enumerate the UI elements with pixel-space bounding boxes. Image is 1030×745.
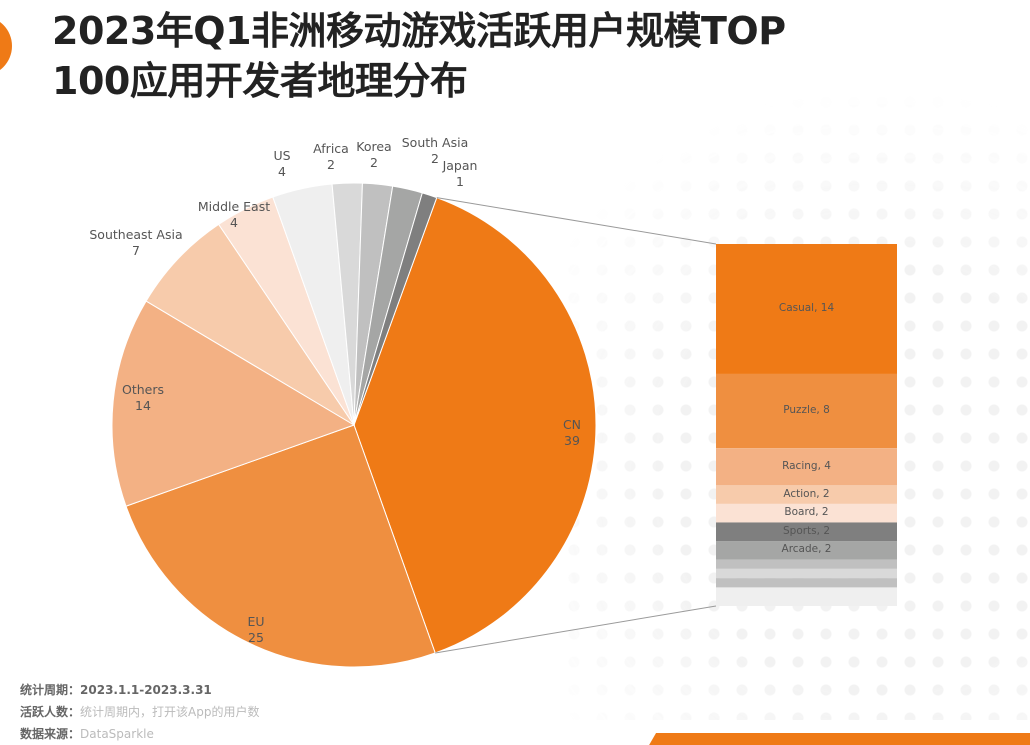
pie-label-name: CN [562,417,582,432]
bar-segment-label: Board, 2 [784,506,829,519]
footer-active: 活跃人数：统计周期内，打开该App的用户数 [20,701,259,723]
bar-segment-arcade [716,541,897,560]
pie-slice-japan [353,192,438,426]
pie-slice-cn [353,196,597,654]
pie-label-value: 1 [456,174,464,189]
pie-label-value: 4 [278,164,286,179]
pie-label: Africa 2 [313,141,349,173]
bar-segment-label: Casual, 14 [778,301,835,314]
bar-segment-sports [716,522,897,542]
connector-line-bottom [435,605,717,654]
pie-label: EU 25 [247,614,264,646]
page-title: 2023年Q1非洲移动游戏活跃用户规模TOP 100应用开发者地理分布 [52,6,786,106]
bar-segment-casual [716,244,897,374]
footer-period: 统计周期：2023.1.1-2023.3.31 [20,679,212,701]
pie-label-name: Others [121,382,165,397]
pie-label: Japan 1 [443,158,478,190]
active-value: 统计周期内，打开该App的用户数 [80,705,260,719]
pie-label-value: 2 [431,151,439,166]
pie-label-value: 4 [230,215,238,230]
pie-label: South Asia 2 [402,135,469,167]
bar-segment-puzzle [716,373,897,449]
pie-label-value: 14 [135,398,151,413]
pie-label-name: Japan [442,158,478,173]
bar-segment-action [716,485,897,504]
footer-source: 数据来源：DataSparkle [20,723,154,745]
pie-slice-eu [125,424,436,668]
bar-segment [716,578,897,588]
pie-label-name: Southeast Asia [89,227,183,242]
bar-segment-racing [716,448,897,486]
source-value: DataSparkle [80,727,154,741]
pie-label-name: South Asia [401,135,469,150]
period-value: 2023.1.1-2023.3.31 [80,683,212,697]
active-key: 活跃人数： [20,705,81,719]
bar-segment-label: Racing, 4 [782,459,831,472]
pie-label-name: Korea [356,139,392,154]
connector-line-top [436,197,717,245]
period-key: 统计周期： [20,683,81,697]
pie-label-name: Middle East [197,199,271,214]
pie-label-value: 7 [132,243,140,258]
pie-label: Middle East 4 [198,199,270,231]
pie-label-value: 25 [248,630,264,645]
pie-slice-southeast-asia [145,223,355,426]
pie-label-name: US [273,148,291,163]
source-key: 数据来源： [20,727,81,741]
bar-segment-board [716,503,897,523]
bar-segment [716,559,897,569]
bar-segment-label: Action, 2 [783,487,830,500]
pie-label: Others 14 [122,382,164,414]
bar-segment [716,568,897,579]
bar-segment-label: Arcade, 2 [781,543,832,556]
bar-segment-label: Sports, 2 [782,524,830,537]
pie-label: Korea 2 [356,139,391,171]
pie-label: US 4 [273,148,290,180]
bar-segment-label: Puzzle, 8 [783,404,830,417]
pie-label: CN 39 [563,417,581,449]
title-line-1: 2023年Q1非洲移动游戏活跃用户规模TOP [52,9,786,53]
pie-label-value: 39 [564,433,580,448]
pie-label-name: Africa [313,141,349,156]
pie-label-value: 2 [327,157,335,172]
bar-segment [716,587,897,606]
title-line-2: 100应用开发者地理分布 [52,59,468,103]
bottom-accent-bar [647,733,1030,745]
pie-slice-others [111,300,356,507]
pie-label-value: 2 [370,155,378,170]
pie-label-name: EU [247,614,265,629]
pie-label: Southeast Asia 7 [89,227,182,259]
